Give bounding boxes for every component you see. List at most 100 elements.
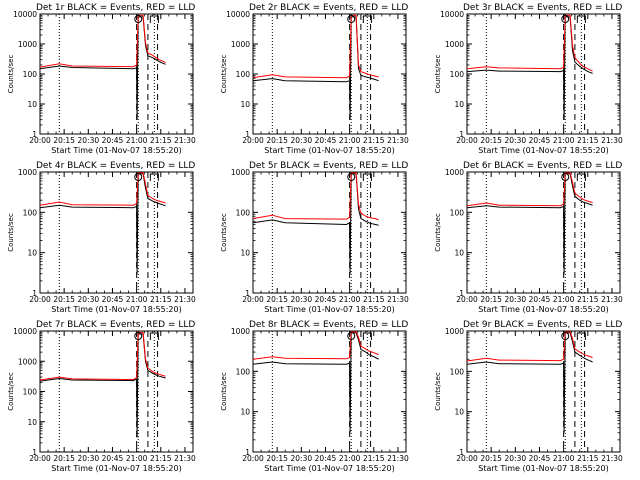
y-tick-label: 1 [459,448,464,457]
x-tick-label: 20:15 [266,295,288,304]
x-tick-label: 21:00 [126,295,148,304]
x-tick-label: 20:30 [78,136,100,145]
plot-frame [39,13,194,135]
y-tick-label: 1 [245,289,250,298]
x-axis-label: Start Time (01-Nov-07 18:55:20) [478,146,608,155]
x-tick-label: 20:15 [480,295,502,304]
y-axis-label: Counts/sec [434,372,442,411]
x-tick-label: 20:45 [102,136,124,145]
x-tick-label: 20:30 [291,454,313,463]
x-tick-label: 20:45 [102,295,124,304]
bracket-marker-icon [149,332,159,340]
x-tick-label: 21:00 [553,136,575,145]
y-tick-label: 1000 [18,40,37,49]
bracket-marker-icon [576,332,586,340]
x-axis-label: Start Time (01-Nov-07 18:55:20) [478,464,608,473]
x-axis-label: Start Time (01-Nov-07 18:55:20) [264,305,394,314]
series-line-red [253,14,379,79]
panel-title: Det 7r BLACK = Events, RED = LLD [36,320,195,330]
y-tick-label: 100 [23,70,38,79]
x-tick-label: 21:30 [601,454,623,463]
x-tick-label: 20:15 [266,136,288,145]
x-tick-label: 20:00 [456,136,478,145]
bracket-marker-icon [362,173,372,181]
y-tick-label: 1000 [231,327,250,336]
y-axis-label: Counts/sec [434,55,442,94]
x-tick-label: 20:15 [53,136,75,145]
x-tick-label: 20:30 [505,454,527,463]
panel-det-5: Det 5r BLACK = Events, RED = LLD Counts/s… [220,161,409,314]
y-tick-label: 1000 [18,357,37,366]
x-tick-label: 21:00 [126,136,148,145]
x-tick-label: 20:45 [315,295,337,304]
x-tick-label: 21:00 [126,454,148,463]
x-tick-label: 21:15 [150,454,172,463]
panel-det-9: Det 9r BLACK = Events, RED = LLD Counts/s… [434,320,623,473]
x-tick-label: 21:30 [387,136,409,145]
y-tick-label: 10 [27,100,37,109]
y-tick-label: 100 [23,208,38,217]
x-tick-label: 21:30 [387,454,409,463]
y-tick-label: 1 [459,289,464,298]
bracket-marker-icon [362,15,372,23]
y-tick-label: 10 [454,408,464,417]
x-tick-label: 20:45 [529,136,551,145]
x-tick-label: 20:00 [456,454,478,463]
y-tick-label: 100 [236,208,251,217]
x-tick-label: 20:15 [53,454,75,463]
x-tick-label: 20:15 [480,454,502,463]
x-tick-label: 21:30 [387,295,409,304]
x-axis-label: Start Time (01-Nov-07 18:55:20) [51,464,181,473]
y-tick-label: 10 [240,408,250,417]
y-tick-label: 100 [450,208,465,217]
x-tick-label: 20:30 [291,136,313,145]
x-tick-label: 20:00 [242,295,264,304]
bracket-marker-icon [149,173,159,181]
y-axis-label: Counts/sec [7,55,15,94]
x-tick-label: 21:15 [577,454,599,463]
x-tick-label: 20:30 [291,295,313,304]
circle-marker-icon [561,332,570,340]
panel-det-2: Det 2r BLACK = Events, RED = LLD Counts/s… [220,3,409,155]
y-tick-label: 10 [27,249,37,258]
x-tick-label: 21:30 [174,136,196,145]
x-tick-label: 21:15 [150,136,172,145]
y-tick-label: 10 [240,249,250,258]
series-line-red [40,172,166,206]
bracket-marker-icon [362,332,372,340]
y-tick-label: 1000 [231,40,250,49]
y-axis-label: Counts/sec [220,55,228,94]
x-tick-label: 20:45 [315,454,337,463]
panel-title: Det 4r BLACK = Events, RED = LLD [36,161,195,171]
panel-det-8: Det 8r BLACK = Events, RED = LLD Counts/s… [220,320,409,473]
y-tick-label: 100 [236,70,251,79]
x-axis-label: Start Time (01-Nov-07 18:55:20) [51,146,181,155]
y-axis-label: Counts/sec [220,372,228,411]
series-line-red [467,172,593,207]
circle-marker-icon [134,332,143,340]
series-line-red [253,331,379,360]
series-line-red [467,14,593,72]
y-axis-label: Counts/sec [7,372,15,411]
plot-frame [252,330,407,453]
y-tick-label: 1 [32,289,37,298]
panel-det-3: Det 3r BLACK = Events, RED = LLD Counts/s… [434,3,623,155]
x-tick-label: 20:15 [480,136,502,145]
plot-frame [252,171,407,294]
circle-marker-icon [347,15,356,23]
bracket-marker-icon [149,15,159,23]
x-tick-label: 21:15 [363,454,385,463]
panel-det-4: Det 4r BLACK = Events, RED = LLD Counts/s… [7,161,196,314]
x-tick-label: 20:00 [242,454,264,463]
y-tick-label: 1000 [18,168,37,177]
y-tick-label: 10000 [13,327,37,336]
x-tick-label: 20:30 [78,295,100,304]
x-tick-label: 20:45 [102,454,124,463]
x-tick-label: 21:30 [601,295,623,304]
y-tick-label: 1 [245,130,250,139]
x-axis-label: Start Time (01-Nov-07 18:55:20) [264,464,394,473]
circle-marker-icon [561,15,570,23]
x-tick-label: 20:00 [29,454,51,463]
x-tick-label: 21:30 [174,454,196,463]
